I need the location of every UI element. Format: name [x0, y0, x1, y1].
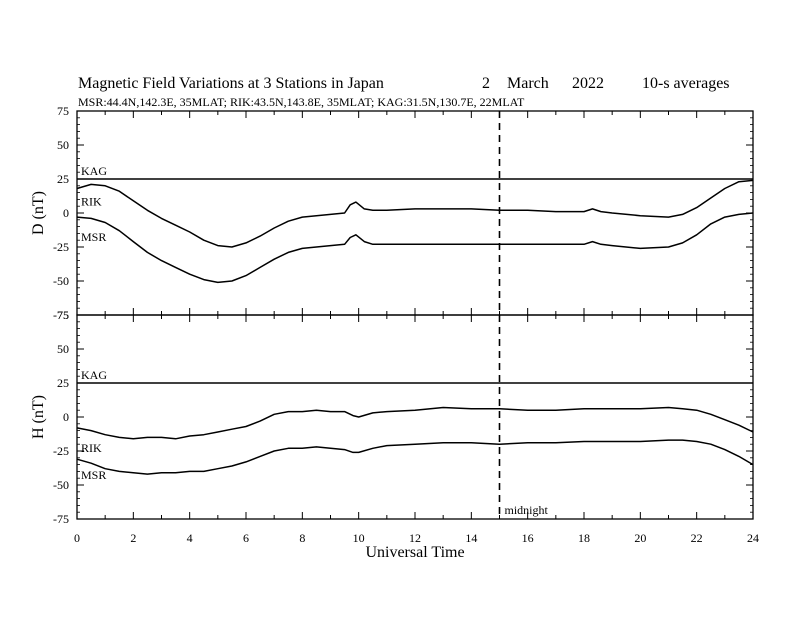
x-tick-label: 6 [243, 531, 249, 545]
y-tick-label-d: 0 [63, 206, 69, 220]
series-label-msr-h: MSR [81, 468, 106, 482]
x-tick-label: 0 [74, 531, 80, 545]
y-tick-label-h: -50 [53, 478, 69, 492]
averaging-label: 10-s averages [642, 75, 730, 92]
x-tick-label: 22 [691, 531, 703, 545]
series-label-kag-h: KAG [81, 368, 107, 382]
x-axis-label: Universal Time [365, 544, 464, 561]
series-line-rik-h [76, 406, 754, 440]
y-tick-label-h: -25 [53, 444, 69, 458]
x-tick-label: 14 [465, 531, 477, 545]
x-tick-label: 16 [522, 531, 534, 545]
x-tick-label: 4 [187, 531, 193, 545]
date-day: 2 [482, 75, 490, 92]
plot-area: 75 50 25 0 -25 -50 -75 D (nT) KAG RIK MSR 75 50 25 0 -2… [30, 104, 759, 561]
y-tick-label-h: 75 [57, 308, 69, 322]
y-tick-label-d: -50 [53, 274, 69, 288]
panel-frame-d [76, 110, 754, 316]
panel-frame-h [76, 314, 754, 520]
x-tick-label: 10 [353, 531, 365, 545]
x-tick-label: 12 [409, 531, 421, 545]
y-axis-label-h: H (nT) [30, 395, 47, 439]
y-tick-label-d: -75 [53, 308, 69, 322]
y-tick-label-h: 0 [63, 410, 69, 424]
chart-title: Magnetic Field Variations at 3 Stations … [78, 75, 384, 92]
y-tick-label-d: 25 [57, 172, 69, 186]
series-line-rik-d [76, 179, 754, 248]
y-tick-label-d: 75 [57, 104, 69, 118]
series-line-msr-h [76, 439, 754, 475]
midnight-label: midnight [505, 503, 549, 517]
y-tick-label-h: 25 [57, 376, 69, 390]
series-label-rik-h: RIK [81, 441, 102, 455]
series-label-kag-d: KAG [81, 164, 107, 178]
y-tick-label-d: -25 [53, 240, 69, 254]
x-tick-label: 2 [130, 531, 136, 545]
station-coordinates: MSR:44.4N,142.3E, 35MLAT; RIK:43.5N,143.… [78, 95, 525, 109]
y-axis-label-d: D (nT) [30, 191, 47, 235]
date-month: March [507, 75, 549, 92]
series-line-msr-d [76, 212, 754, 284]
y-tick-label-h: -75 [53, 512, 69, 526]
series-label-rik-d: RIK [81, 195, 102, 209]
y-tick-label-d: 50 [57, 138, 69, 152]
y-tick-label-h: 50 [57, 342, 69, 356]
x-tick-label: 20 [634, 531, 646, 545]
x-tick-label: 24 [747, 531, 759, 545]
date-year: 2022 [572, 75, 604, 92]
x-tick-label: 8 [299, 531, 305, 545]
x-tick-label: 18 [578, 531, 590, 545]
series-label-msr-d: MSR [81, 230, 106, 244]
